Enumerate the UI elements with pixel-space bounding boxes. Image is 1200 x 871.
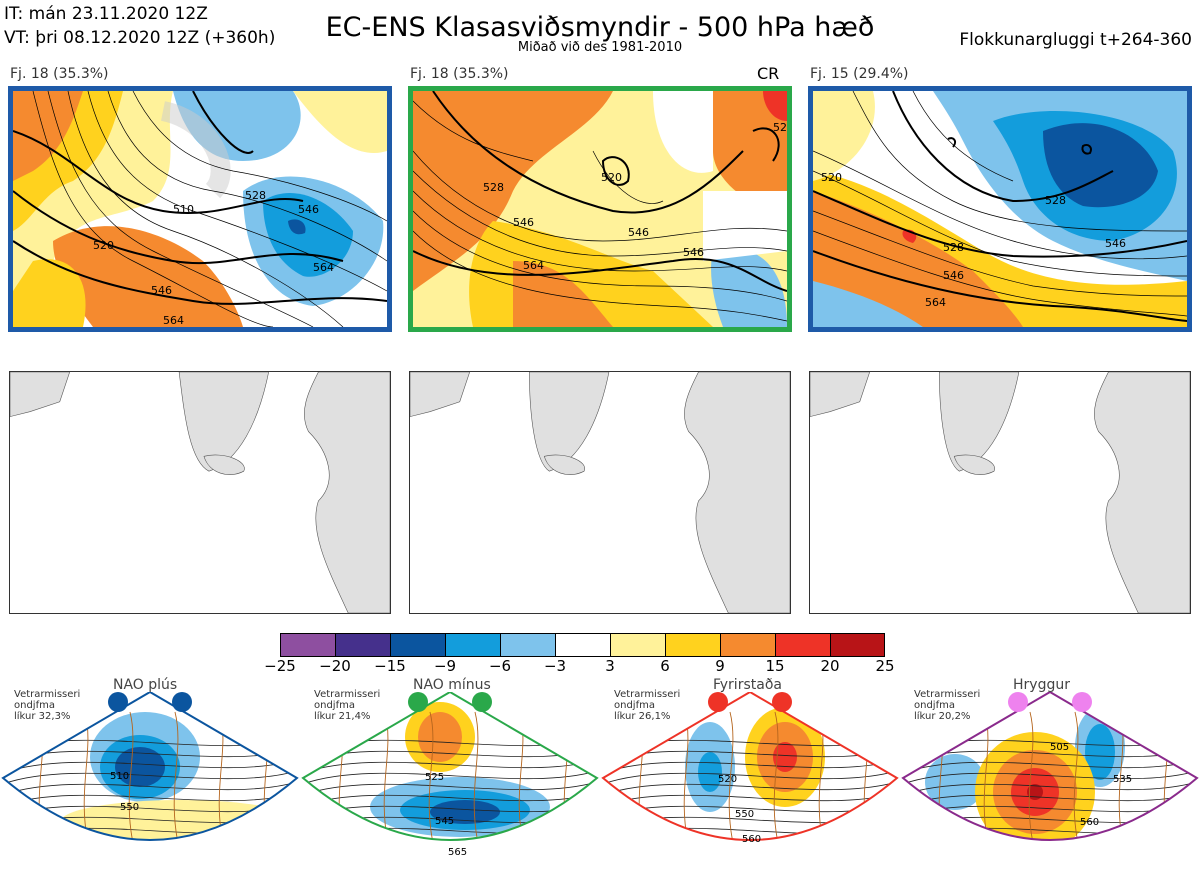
contour-label: 528 bbox=[1045, 194, 1066, 207]
colorbar-swatch bbox=[665, 633, 720, 657]
colorbar-tick-label: 20 bbox=[820, 657, 840, 675]
colorbar-swatch bbox=[555, 633, 610, 657]
regime-marker-dot bbox=[1072, 692, 1092, 712]
regime-contour-label: 535 bbox=[1113, 774, 1132, 785]
regime-name: Fyrirstaða bbox=[713, 677, 782, 693]
colorbar-swatch bbox=[280, 633, 335, 657]
panel-2-label: Fj. 18 (35.3%) bbox=[410, 66, 509, 82]
regime-probability-note: Vetrarmisseri ondjfma líkur 20,2% bbox=[914, 689, 981, 722]
colorbar-tick-label: −3 bbox=[543, 657, 567, 675]
colorbar-swatch bbox=[830, 633, 885, 657]
regime-marker-dot bbox=[708, 692, 728, 712]
contour-label: 528 bbox=[245, 189, 266, 202]
colorbar-tick-label: −15 bbox=[374, 657, 406, 675]
base-map-3 bbox=[809, 371, 1191, 614]
regime-probability-note: Vetrarmisseri ondjfma líkur 26,1% bbox=[614, 689, 681, 722]
regime-contour-label: 560 bbox=[1080, 817, 1099, 828]
anomaly-map-2: 528 546 564 520 528 546 546 bbox=[408, 86, 792, 332]
contour-label: 546 bbox=[513, 216, 534, 229]
regime-marker-dot bbox=[1008, 692, 1028, 712]
colorbar-tick-label: 25 bbox=[875, 657, 895, 675]
contour-label: 520 bbox=[93, 239, 114, 252]
colorbar-tick-label: 3 bbox=[605, 657, 615, 675]
colorbar-swatch bbox=[390, 633, 445, 657]
colorbar-swatch bbox=[775, 633, 830, 657]
panel-2-tag: CR bbox=[757, 64, 780, 83]
contour-label: 510 bbox=[173, 203, 194, 216]
regime-marker-dot bbox=[408, 692, 428, 712]
regime-fan-map: 505 535 560 bbox=[901, 692, 1199, 841]
contour-label: 564 bbox=[523, 259, 544, 272]
valid-time: VT: þri 08.12.2020 12Z (+360h) bbox=[4, 28, 276, 48]
contour-label: 564 bbox=[163, 314, 184, 327]
regime-contour-label: 560 bbox=[742, 834, 761, 845]
regime-probability-note: Vetrarmisseri ondjfma líkur 32,3% bbox=[14, 689, 81, 722]
contour-label: 546 bbox=[151, 284, 172, 297]
regime-contour-label: 565 bbox=[448, 847, 467, 858]
colorbar-swatch bbox=[335, 633, 390, 657]
page-title: EC-ENS Klasasviðsmyndir - 500 hPa hæð bbox=[325, 12, 875, 43]
regime-marker-dot bbox=[172, 692, 192, 712]
regime-contour-label: 520 bbox=[718, 774, 737, 785]
colorbar-tick-label: −20 bbox=[319, 657, 351, 675]
regime-marker-dot bbox=[472, 692, 492, 712]
contour-label: 546 bbox=[943, 269, 964, 282]
colorbar-swatch bbox=[500, 633, 555, 657]
contour-label: 520 bbox=[601, 171, 622, 184]
contour-label: 564 bbox=[313, 261, 334, 274]
base-map-1 bbox=[9, 371, 391, 614]
regime-marker-dot bbox=[108, 692, 128, 712]
colorbar-tick-label: −6 bbox=[488, 657, 512, 675]
colorbar-swatch bbox=[610, 633, 665, 657]
contour-label: 528 bbox=[773, 121, 787, 134]
panel-1-label: Fj. 18 (35.3%) bbox=[10, 66, 109, 82]
regime-contour-label: 510 bbox=[110, 771, 129, 782]
contour-label: 528 bbox=[483, 181, 504, 194]
regime-name: Hryggur bbox=[1013, 677, 1070, 693]
colorbar-tick-label: −25 bbox=[264, 657, 296, 675]
page-subtitle: Miðað við des 1981-2010 bbox=[517, 40, 683, 55]
panel-3-label: Fj. 15 (29.4%) bbox=[810, 66, 909, 82]
regime-contour-label: 545 bbox=[435, 816, 454, 827]
regime-contour-label: 550 bbox=[120, 802, 139, 813]
contour-label: 546 bbox=[298, 203, 319, 216]
anomaly-map-3: 528 528 546 564 520 546 bbox=[808, 86, 1192, 332]
contour-label: 546 bbox=[628, 226, 649, 239]
regime-name: NAO mínus bbox=[413, 677, 491, 693]
colorbar-swatch bbox=[445, 633, 500, 657]
regime-fan-map: 510 550 bbox=[1, 692, 299, 841]
regime-contour-label: 505 bbox=[1050, 742, 1069, 753]
colorbar-tick-label: 6 bbox=[660, 657, 670, 675]
regime-contour-label: 525 bbox=[425, 772, 444, 783]
init-time: IT: mán 23.11.2020 12Z bbox=[4, 4, 208, 24]
base-map-2 bbox=[409, 371, 791, 614]
anomaly-map-1: 510 528 546 564 520 546 564 bbox=[8, 86, 392, 332]
colorbar-tick-label: 9 bbox=[715, 657, 725, 675]
regime-probability-note: Vetrarmisseri ondjfma líkur 21,4% bbox=[314, 689, 381, 722]
regime-fan-map: 520 550 560 bbox=[601, 692, 899, 845]
classification-window: Flokkunargluggi t+264-360 bbox=[959, 30, 1192, 50]
colorbar-swatch bbox=[720, 633, 775, 657]
contour-label: 564 bbox=[925, 296, 946, 309]
contour-label: 528 bbox=[943, 241, 964, 254]
regime-fan-map: 525 545 565 bbox=[301, 692, 599, 858]
colorbar-tick-label: −9 bbox=[433, 657, 457, 675]
regime-marker-dot bbox=[772, 692, 792, 712]
colorbar-tick-label: 15 bbox=[765, 657, 785, 675]
contour-label: 520 bbox=[821, 171, 842, 184]
contour-label: 546 bbox=[1105, 237, 1126, 250]
regime-name: NAO plús bbox=[113, 677, 178, 693]
regime-contour-label: 550 bbox=[735, 809, 754, 820]
contour-label: 546 bbox=[683, 246, 704, 259]
